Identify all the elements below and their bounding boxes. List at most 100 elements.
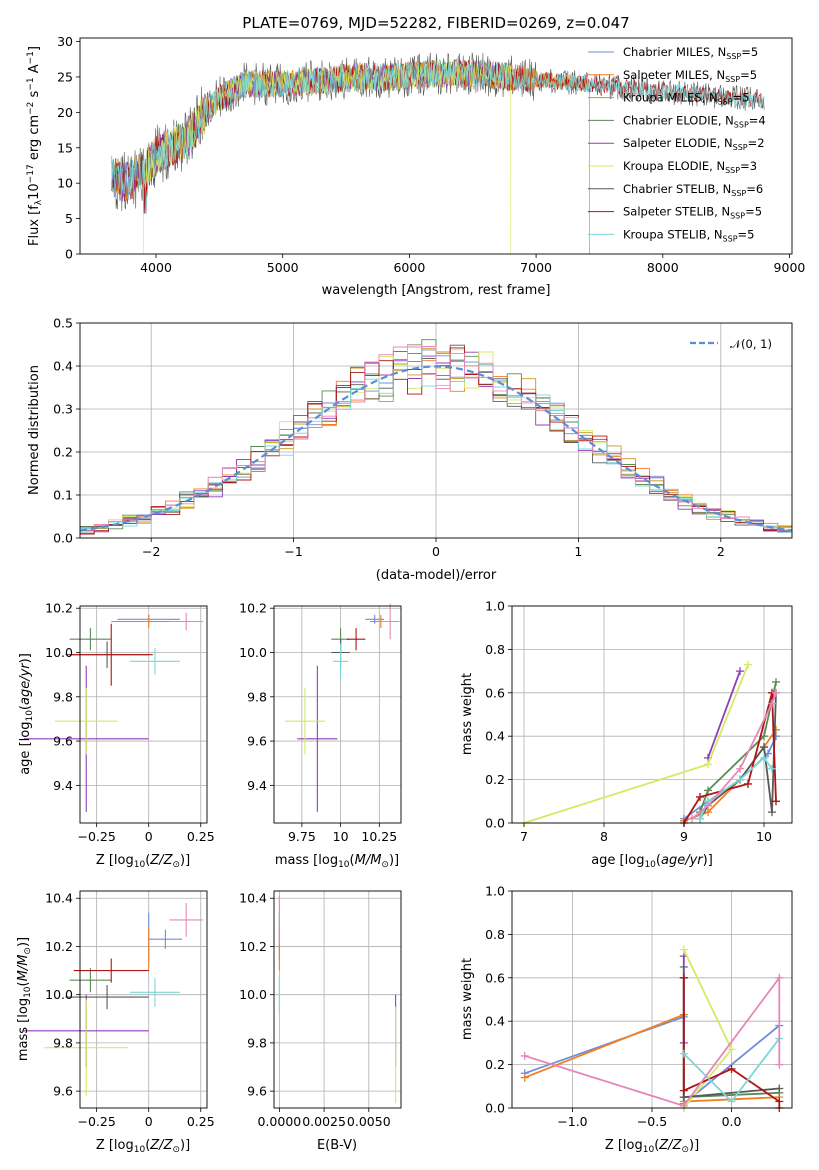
residuals-ticks: −2 −1 0 1 2 0.0 0.1 0.2 0.3 0.4 0.5 xyxy=(53,316,725,560)
age-vs-mass-point xyxy=(297,665,338,812)
spectrum-legend-label: Kroupa ELODIE, NSSP=3 xyxy=(623,159,757,175)
spectrum-legend-label: Kroupa STELIB, NSSP=5 xyxy=(623,227,754,243)
mass-weight-vs-Z-marker xyxy=(727,1064,736,1073)
normal-legend-label: 𝒩(0, 1) xyxy=(730,337,772,351)
mass-vs-Z-point xyxy=(44,999,128,1096)
residuals-ytick-label: 0.2 xyxy=(53,445,73,460)
residuals-ytick-label: 0.5 xyxy=(53,316,73,331)
mass-vs-Z-ytick-label: 10.4 xyxy=(45,891,73,906)
mass-weight-vs-age-marker xyxy=(772,677,780,686)
age-vs-Z-frame xyxy=(79,605,208,824)
mass-vs-ebv-xtick-label: 0.0000 xyxy=(257,1114,301,1129)
mass-weight-vs-age-marker xyxy=(768,808,776,817)
mass-weight-vs-Z-series-line xyxy=(524,975,781,1107)
mass-weight-vs-age-marker xyxy=(704,760,712,769)
residuals-ylabel: Normed distribution xyxy=(27,365,42,495)
residuals-xtick-label: −1 xyxy=(284,544,302,559)
age-vs-Z-ytick-label: 9.6 xyxy=(53,734,73,749)
mass-vs-Z-ytick-label: 10.2 xyxy=(45,939,73,954)
normal-reference-curve xyxy=(80,365,792,532)
mass-vs-ebv-ytick-label: 10.2 xyxy=(239,939,267,954)
age-vs-Z-xtick-label: 0.25 xyxy=(187,829,215,844)
mass-weight-vs-age-marker xyxy=(772,688,780,697)
mass-weight-vs-Z-xtick-label: −0.5 xyxy=(637,1114,667,1129)
spectrum-ytick-label: 0 xyxy=(65,247,73,262)
mass-weight-vs-age-ticks: 7 8 9 10 0.0 0.2 0.4 0.6 0.8 1.0 xyxy=(485,599,772,845)
residuals-xtick-label: 2 xyxy=(717,544,725,559)
mass-weight-vs-Z-ytick-label: 0.6 xyxy=(485,970,505,985)
mass-vs-ebv-ytick-label: 9.6 xyxy=(247,1084,267,1099)
mass-vs-ebv-ytick-label: 10.4 xyxy=(239,891,267,906)
residuals-ytick-label: 0.3 xyxy=(53,402,73,417)
mass-weight-vs-age-marker xyxy=(736,667,744,676)
age-vs-Z-point xyxy=(169,612,203,631)
mass-vs-Z-xtick-label: 0 xyxy=(145,1114,153,1129)
mass-weight-vs-Z-marker xyxy=(775,1060,784,1069)
age-vs-mass-point xyxy=(380,603,400,640)
spectrum-xtick-label: 5000 xyxy=(267,260,299,275)
mass-vs-Z-ytick-label: 9.8 xyxy=(53,1035,73,1050)
mass-vs-Z-point xyxy=(69,968,112,993)
residuals-ytick-label: 0.4 xyxy=(53,359,73,374)
mass-weight-vs-Z-marker xyxy=(727,1097,736,1106)
mass-weight-vs-Z-ytick-label: 0.0 xyxy=(485,1101,505,1116)
residuals-xtick-label: 0 xyxy=(432,544,440,559)
mass-weight-vs-age-ytick-label: 0.8 xyxy=(485,642,505,657)
mass-weight-vs-age-xtick-label: 10 xyxy=(756,829,772,844)
age-vs-Z-plot-area xyxy=(23,606,207,823)
age-vs-mass-ytick-label: 9.4 xyxy=(247,778,267,793)
mass-vs-Z-ytick-label: 9.6 xyxy=(53,1084,73,1099)
mass-vs-Z-panel: −0.25 0 0.25 9.6 9.8 10.0 10.2 10.4 Z [log10(Z/… xyxy=(16,890,215,1155)
mass-weight-vs-age-marker xyxy=(768,764,776,773)
mass-vs-Z-xlabel: Z [log10(Z/Z⊙)] xyxy=(96,1138,190,1155)
age-vs-Z-point xyxy=(69,628,112,651)
spectrum-xlabel: wavelength [Angstrom, rest frame] xyxy=(322,283,551,298)
mass-weight-vs-Z-marker xyxy=(679,1049,688,1058)
age-vs-mass-ytick-label: 10.2 xyxy=(239,601,267,616)
mass-weight-vs-Z-xtick-label: 0.0 xyxy=(722,1114,742,1129)
mass-weight-vs-age-xtick-label: 7 xyxy=(520,829,528,844)
spectrum-xtick-label: 6000 xyxy=(393,260,425,275)
mass-weight-vs-Z-ticks: −1.0 −0.5 0.0 0.0 0.2 0.4 0.6 0.8 1.0 xyxy=(485,884,741,1130)
mass-vs-ebv-xlabel: E(B-V) xyxy=(317,1138,357,1153)
age-vs-Z-xtick-label: −0.25 xyxy=(77,829,115,844)
mass-weight-vs-Z-marker xyxy=(520,1073,529,1082)
mass-vs-ebv-ytick-label: 10.0 xyxy=(239,987,267,1002)
mass-weight-vs-age-ytick-label: 0.0 xyxy=(485,816,505,831)
mass-weight-vs-age-marker xyxy=(760,743,768,752)
mass-weight-vs-age-marker xyxy=(696,792,704,801)
mass-vs-Z-plot-area xyxy=(23,891,207,1108)
mass-weight-vs-Z-marker xyxy=(775,973,784,982)
mass-weight-vs-age-marker xyxy=(688,814,696,823)
mass-weight-vs-age-marker xyxy=(768,699,776,708)
mass-vs-ebv-ticks: 0.0000 0.0025 0.0050 9.6 9.8 10.0 10.2 10.4 xyxy=(239,891,391,1129)
mass-weight-vs-age-marker xyxy=(744,660,752,669)
mass-vs-Z-point xyxy=(169,903,203,937)
mass-weight-vs-age-frame xyxy=(511,605,793,824)
mass-weight-vs-Z-marker xyxy=(775,1084,784,1093)
age-vs-mass-ytick-label: 9.6 xyxy=(247,734,267,749)
spectrum-xtick-label: 7000 xyxy=(520,260,552,275)
age-vs-mass-plot-area xyxy=(274,603,401,823)
spectrum-xtick-label: 4000 xyxy=(140,260,172,275)
mass-weight-vs-Z-plot-area xyxy=(512,890,792,1112)
residuals-ytick-label: 0.0 xyxy=(53,531,73,546)
mass-weight-vs-age-marker xyxy=(736,775,744,784)
spectrum-ytick-label: 10 xyxy=(57,176,73,191)
mass-weight-vs-age-plot-area xyxy=(512,605,792,827)
mass-weight-vs-age-ytick-label: 1.0 xyxy=(485,599,505,614)
spectrum-ticks: 4000 5000 6000 7000 8000 9000 0 5 10 15 20 25 30 xyxy=(57,34,805,275)
mass-vs-Z-ytick-label: 10.0 xyxy=(45,987,73,1002)
spectrum-ytick-label: 30 xyxy=(57,34,73,49)
spectrum-plot-area xyxy=(111,52,765,254)
age-vs-mass-ticks: 9.75 10 10.25 9.4 9.6 9.8 10.0 10.2 xyxy=(239,601,397,844)
residuals-plot-area xyxy=(80,323,792,538)
age-vs-Z-ytick-label: 10.2 xyxy=(45,601,73,616)
mass-weight-vs-age-marker xyxy=(704,786,712,795)
age-vs-Z-ticks: −0.25 0 0.25 9.4 9.6 9.8 10.0 10.2 xyxy=(45,601,215,844)
spectrum-xtick-label: 8000 xyxy=(647,260,679,275)
mass-vs-Z-xtick-label: 0.25 xyxy=(187,1114,215,1129)
mass-vs-Z-frame xyxy=(79,890,208,1109)
mass-vs-Z-point xyxy=(148,929,183,949)
